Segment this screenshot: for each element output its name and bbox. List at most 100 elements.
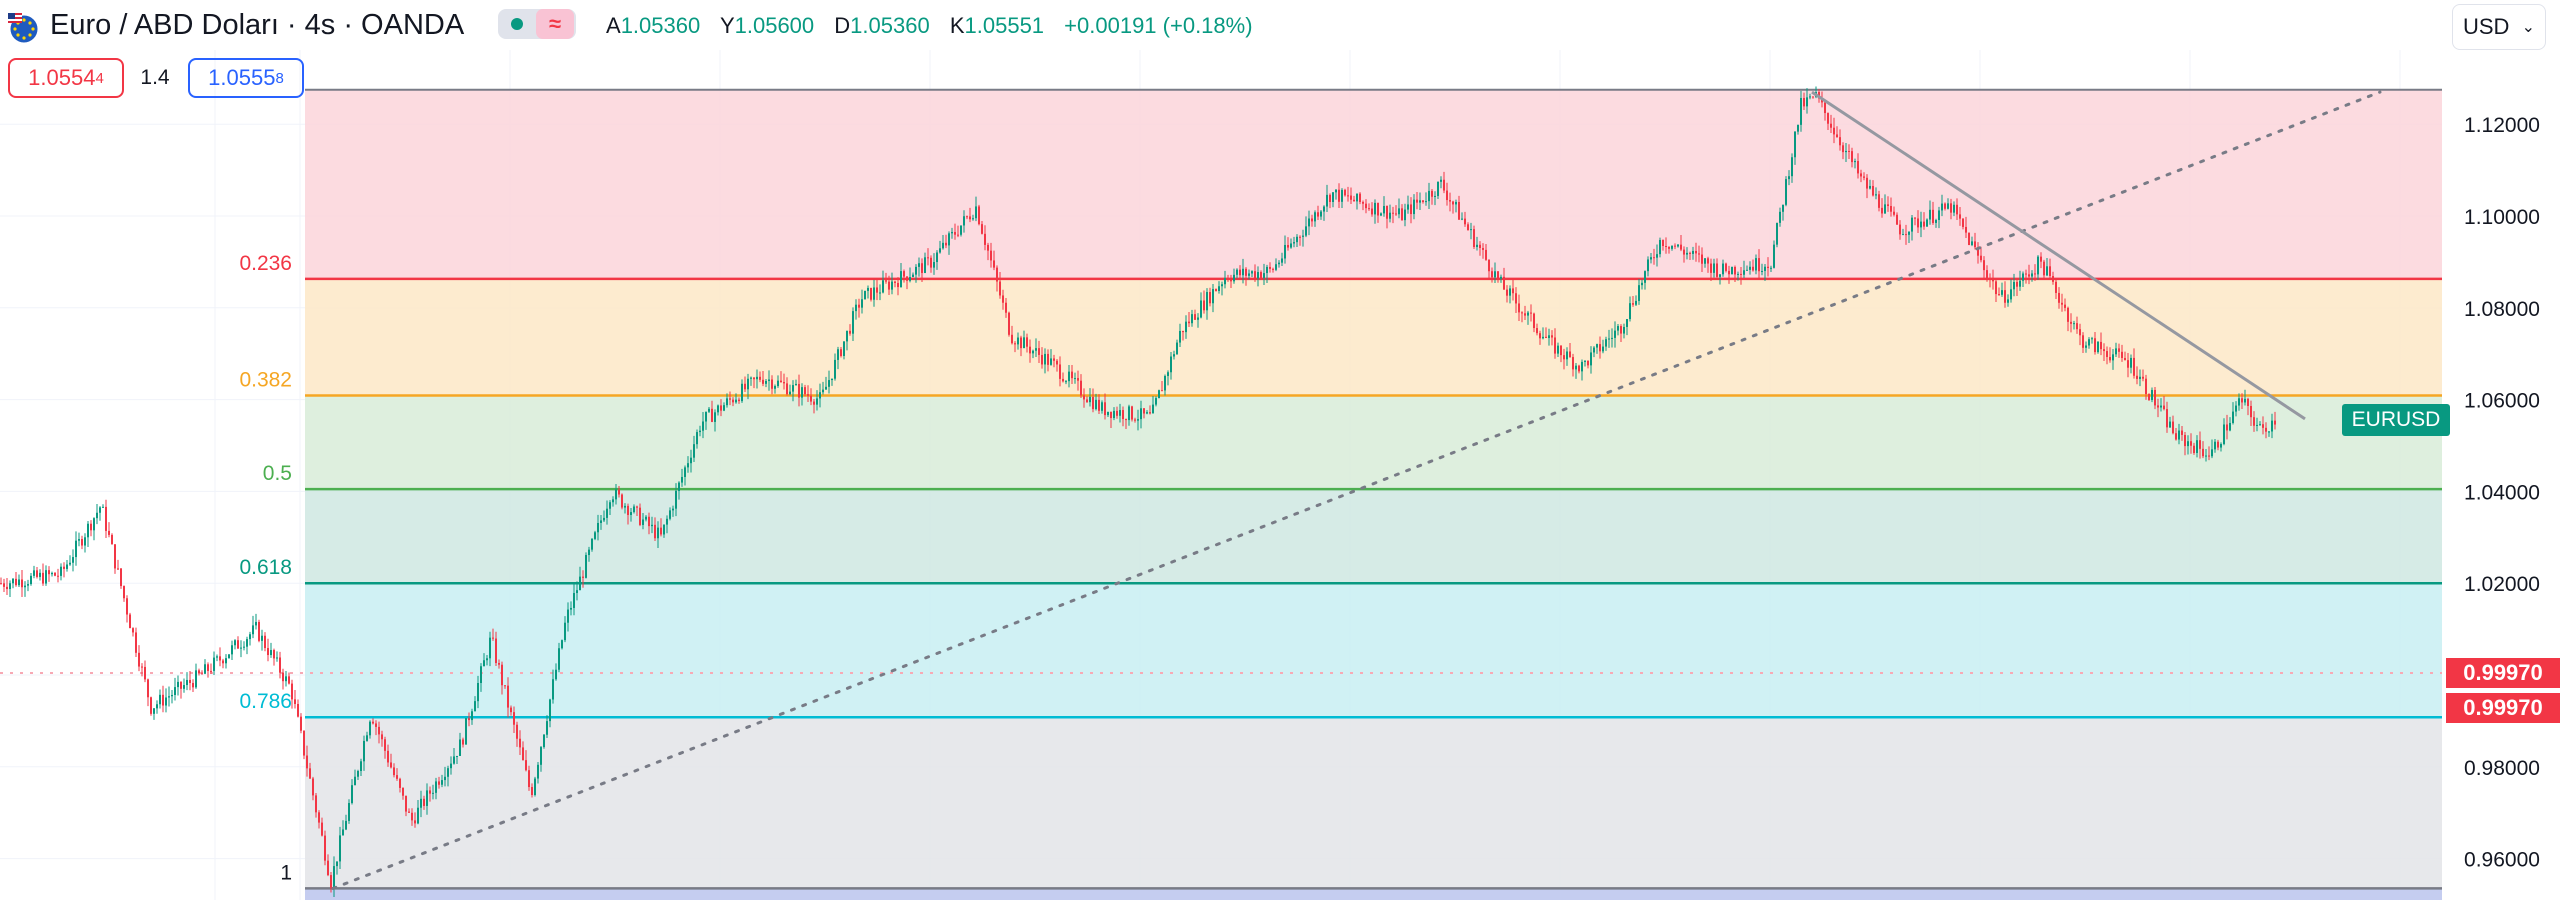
candle-body [489,637,491,659]
candle-body [852,311,854,334]
currency-select[interactable]: USD ⌄ [2452,4,2546,50]
candle-body [855,304,857,312]
candle-body [1968,232,1970,246]
candle-body [1929,209,1931,220]
candle-body [723,405,725,411]
candle-body [1545,336,1547,339]
candle-body [552,679,554,700]
candle-body [2154,389,2156,406]
open-key: A [606,13,621,38]
candle-body [1356,193,1358,202]
candle-body [2007,299,2009,303]
candle-body [1902,234,1904,236]
candle-body [63,566,65,569]
candle-body [522,747,524,761]
candle-body [576,590,578,594]
candle-body [1755,258,1757,271]
candle-body [1533,313,1535,329]
candle-body [1956,204,1958,215]
fib-band [305,89,2442,279]
candle-body [1137,419,1139,421]
candle-body [1230,279,1232,282]
last-price-tag: 0.99970 [2446,658,2560,688]
candle-body [1479,244,1481,248]
candle-body [891,281,893,290]
candle-body [987,244,989,251]
candle-body [387,750,389,763]
candle-body [402,787,404,796]
trendline-solid[interactable] [1811,90,2306,421]
sell-button[interactable]: 1.0554 4 [8,58,124,98]
candle-body [261,635,263,641]
candle-body [588,549,590,556]
candle-body [1872,185,1874,196]
candle-body [2058,292,2060,303]
candle-body [2184,434,2186,447]
candle-body [1416,199,1418,203]
candle-body [981,224,983,234]
candle-body [1032,350,1034,354]
candle-body [1563,355,1565,360]
candle-body [798,383,800,398]
candle-body [2262,424,2264,428]
candle-body [1938,210,1940,221]
candle-body [1107,411,1109,416]
candle-body [1704,258,1706,264]
candle-body [333,866,335,889]
candle-body [1101,402,1103,411]
candle-body [894,281,896,283]
candle-body [1308,218,1310,227]
candle-body [1173,354,1175,357]
candle-body [879,292,881,294]
candle-body [1779,211,1781,223]
candle-body [591,538,593,550]
candle-body [660,527,662,535]
candle-body [513,712,515,725]
candle-body [1836,134,1838,138]
candle-body [1317,212,1319,217]
candle-body [666,518,668,525]
candle-body [1509,288,1511,296]
fib-band [305,278,2442,396]
candle-body [1038,348,1040,355]
candle-body [720,405,722,411]
spread-value: 1.4 [140,66,170,89]
candle-body [1449,200,1451,202]
candle-body [42,572,44,584]
candle-body [1917,218,1919,228]
candle-body [2223,424,2225,445]
candle-body [1731,266,1733,275]
candle-body [1668,246,1670,249]
candle-body [2217,441,2219,448]
candle-body [1410,204,1412,215]
candle-body [2187,441,2189,447]
candle-body [1371,208,1373,215]
candle-body [1752,266,1754,271]
price-axis-tick-label: 1.10000 [2464,206,2540,229]
price-axis[interactable] [2442,50,2560,900]
candle-body [2148,394,2150,401]
candle-body [159,694,161,705]
candle-body [1209,292,1211,304]
candle-body [1887,204,1889,207]
market-status-pill[interactable]: ≈ [498,9,576,39]
candle-body [1788,176,1790,180]
candle-body [1257,272,1259,279]
candle-body [1263,273,1265,278]
candle-body [1776,222,1778,245]
fib-level-label: 1 [280,861,292,884]
candle-body [1491,271,1493,278]
fib-level-label: 0.786 [239,690,292,713]
candle-body [468,718,470,721]
candle-body [573,593,575,608]
candle-body [1125,419,1127,421]
symbol-title[interactable]: Euro / ABD Doları · 4s · OANDA [50,9,465,41]
candle-body [324,835,326,861]
candle-body [102,506,104,508]
candle-body [810,395,812,402]
buy-button[interactable]: 1.0555 8 [188,58,304,98]
candle-body [105,506,107,531]
candle-body [732,399,734,403]
candle-body [567,609,569,623]
